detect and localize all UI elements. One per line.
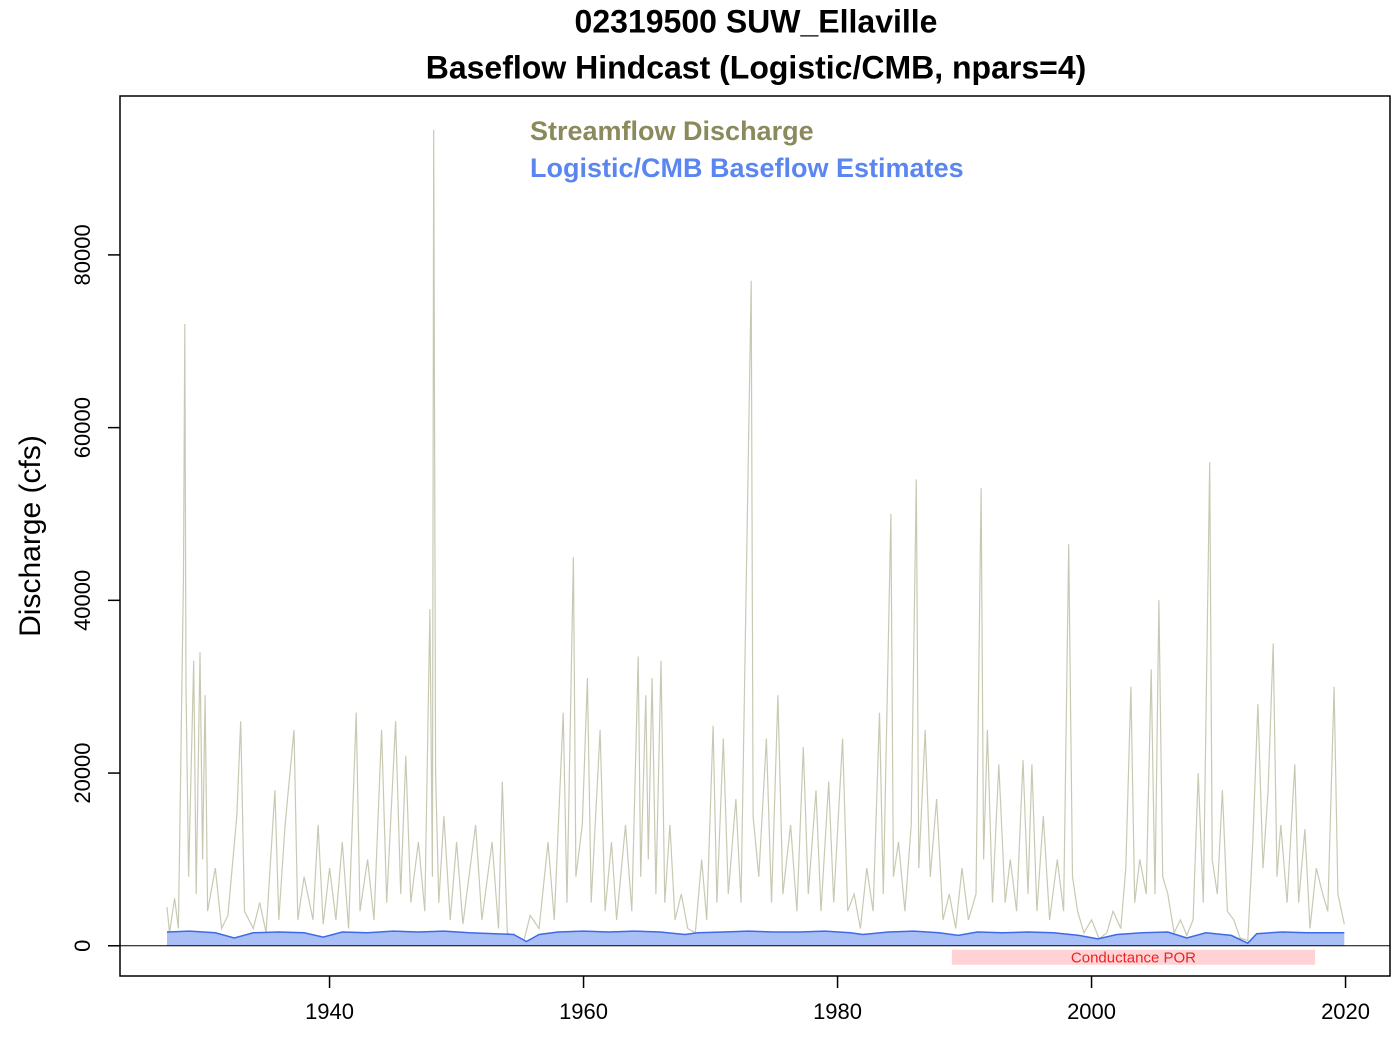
legend-label: Logistic/CMB Baseflow Estimates (530, 153, 964, 183)
x-tick-label: 1960 (559, 999, 608, 1024)
y-axis-label: Discharge (cfs) (14, 435, 47, 637)
por-band (951, 949, 1316, 965)
y-tick-label: 40000 (70, 570, 95, 631)
chart-title: 02319500 SUW_Ellaville (575, 3, 938, 39)
y-tick-label: 80000 (70, 224, 95, 285)
x-tick-label: 1940 (305, 999, 354, 1024)
series-line (166, 930, 1345, 945)
legend-label: Streamflow Discharge (530, 116, 814, 146)
baseflow-area (166, 931, 1345, 946)
chart-subtitle: Baseflow Hindcast (Logistic/CMB, npars=4… (426, 49, 1087, 85)
plot-frame (119, 95, 1391, 977)
y-tick-label: 0 (70, 940, 95, 952)
por-label: Conductance POR (1071, 950, 1196, 967)
x-tick-label: 1980 (813, 999, 862, 1024)
x-tick-label: 2000 (1067, 999, 1116, 1024)
y-tick-label: 20000 (70, 742, 95, 803)
y-tick-label: 60000 (70, 397, 95, 458)
series-line (166, 129, 1345, 942)
x-tick-label: 2020 (1321, 999, 1370, 1024)
